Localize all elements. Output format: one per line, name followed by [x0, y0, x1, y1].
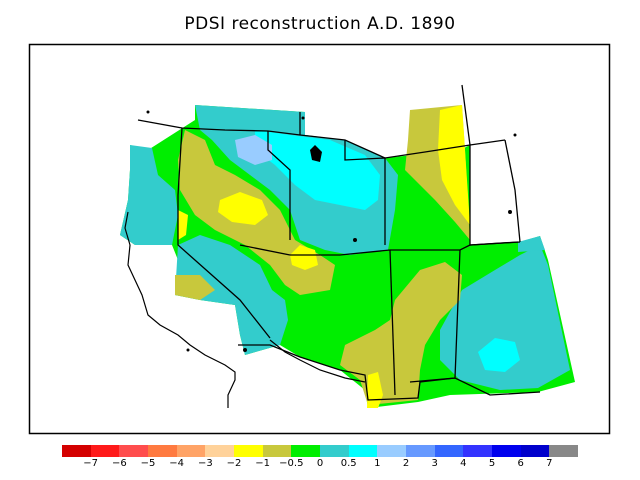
lake-marker-7 — [186, 348, 190, 352]
colorbar-tick-label: −2 — [226, 458, 242, 469]
colorbar-swatch — [262, 445, 292, 457]
lake-marker-3 — [353, 238, 357, 242]
colorbar-tick-labels: −7 −6 −5 −4 −3 −2 −1 −0.5 0 0.5 1 2 3 4 5 6 7 — [0, 458, 640, 474]
colorbar-swatch — [377, 445, 407, 457]
region-dry-nv — [290, 245, 318, 270]
lake-marker-5 — [513, 133, 517, 137]
boundary-ut-az — [290, 249, 391, 256]
colorbar-tick-label: 1 — [374, 458, 381, 469]
colorbar-tick-label: −0.5 — [279, 458, 304, 469]
region-dry-cal — [178, 210, 188, 240]
region-wet-mid-west — [120, 145, 178, 245]
colorbar-tick-label: 4 — [460, 458, 467, 469]
coastlines — [124, 211, 366, 408]
colorbar-swatch — [205, 445, 235, 457]
colorbar-swatch — [520, 445, 550, 457]
region-dry-ne — [438, 105, 470, 225]
region-wet-mid-east — [440, 245, 570, 390]
region-wet-north — [255, 130, 380, 210]
region-dry-mild-sw — [175, 275, 215, 300]
colorbar-tick-label: 0 — [316, 458, 324, 469]
colorbar-swatch — [148, 445, 178, 457]
lakes — [146, 110, 517, 352]
pacific-coast — [124, 211, 236, 408]
boundary-wy — [344, 140, 386, 245]
colorbar-swatch — [320, 445, 350, 457]
colorbar-swatch — [176, 445, 206, 457]
colorbar-swatch — [463, 445, 493, 457]
region-dry-mild-south — [340, 262, 462, 405]
colorbar-swatch — [406, 445, 436, 457]
lake-marker-1 — [146, 110, 150, 114]
region-wet-mid-ne — [518, 236, 545, 252]
boundary-nv-ca — [177, 195, 271, 339]
lake-marker-4 — [508, 210, 512, 214]
region-wetter-north — [235, 135, 272, 165]
colorbar-swatch — [234, 445, 264, 457]
lake-marker-6 — [243, 348, 247, 352]
colorbar-tick-label: 3 — [431, 458, 438, 469]
baja-coast — [269, 339, 366, 383]
colorbar-tick-label: −1 — [255, 458, 271, 469]
colorbar-swatch — [62, 445, 92, 457]
boundary-az-nm — [389, 249, 396, 396]
boundary-ks-ok — [469, 241, 521, 246]
colorbar-swatch — [348, 445, 378, 457]
colorbar-swatch — [492, 445, 522, 457]
colorbar-tick-label: 7 — [546, 458, 553, 469]
colorbar-swatch — [90, 445, 120, 457]
map-title: PDSI reconstruction A.D. 1890 — [184, 14, 456, 34]
colorbar-swatch — [434, 445, 464, 457]
colorbar-swatch — [549, 445, 579, 457]
colorbar-tick-label: −4 — [169, 458, 185, 469]
region-wet-east — [478, 338, 520, 372]
colorbar-tick-label: −7 — [83, 458, 99, 469]
boundary-idaho — [267, 131, 291, 240]
boundary-us-mexico — [238, 344, 541, 401]
colorbar-tick-label: 5 — [488, 458, 496, 469]
colorbar-tick-label: −3 — [197, 458, 213, 469]
lake-marker-2 — [301, 116, 305, 120]
state-boundaries — [137, 84, 541, 401]
colorbar-tick-label: −5 — [140, 458, 156, 469]
boundary-mn-mb — [461, 84, 471, 146]
colorbar-tick-label: 2 — [402, 458, 410, 469]
region-dry-utah — [218, 192, 268, 225]
colorbar-swatch — [291, 445, 321, 457]
colorbar-tick-label: −6 — [111, 458, 127, 469]
boundary-nd-mn — [504, 139, 521, 243]
pdsi-colorbar — [62, 445, 579, 457]
colorbar-swatch — [119, 445, 149, 457]
great-salt-lake — [310, 145, 322, 162]
boundary-wa-or-east — [177, 127, 183, 196]
colorbar-tick-label: 0.5 — [340, 458, 357, 469]
colorbar-tick-label: 6 — [517, 458, 524, 469]
boundary-nv-ut — [239, 244, 291, 256]
boundary-canada-us — [137, 119, 506, 159]
